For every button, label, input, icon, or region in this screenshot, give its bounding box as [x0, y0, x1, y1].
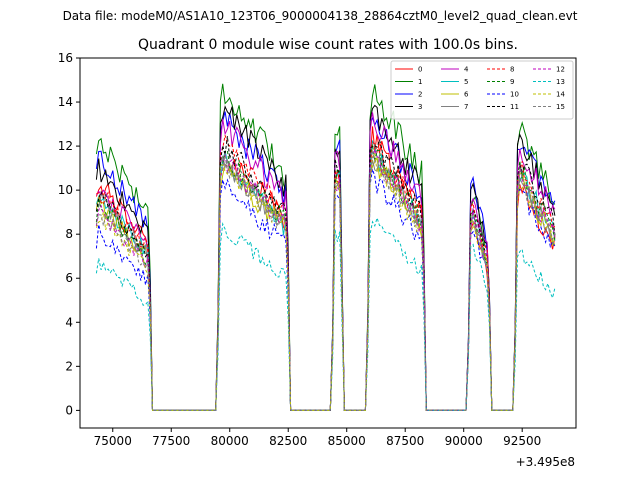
legend-label: 8 — [510, 66, 514, 74]
legend-label: 12 — [556, 66, 565, 74]
y-tick-label: 16 — [58, 51, 73, 65]
legend-label: 15 — [556, 103, 565, 111]
legend-label: 0 — [418, 66, 422, 74]
legend-box — [390, 60, 574, 120]
legend-label: 5 — [464, 78, 468, 86]
y-tick-label: 14 — [58, 95, 73, 109]
x-offset-label: +3.495e8 — [516, 455, 575, 469]
y-tick-label: 10 — [58, 183, 73, 197]
y-tick-label: 6 — [65, 271, 73, 285]
x-tick-label: 85000 — [328, 434, 366, 448]
x-tick-label: 92500 — [503, 434, 541, 448]
legend-label: 2 — [418, 91, 422, 99]
legend-label: 7 — [464, 103, 468, 111]
x-tick-label: 90000 — [445, 434, 483, 448]
legend-label: 11 — [510, 103, 519, 111]
legend-label: 14 — [556, 91, 565, 99]
legend-label: 6 — [464, 91, 469, 99]
legend-label: 1 — [418, 78, 422, 86]
x-tick-label: 77500 — [152, 434, 190, 448]
legend-label: 9 — [510, 78, 514, 86]
y-tick-label: 2 — [65, 359, 73, 373]
legend-label: 10 — [510, 91, 519, 99]
y-tick-label: 4 — [65, 315, 73, 329]
y-tick-label: 0 — [65, 403, 73, 417]
series-line-15 — [95, 150, 556, 411]
x-tick-label: 82500 — [269, 434, 307, 448]
y-tick-label: 8 — [65, 227, 73, 241]
plot-lines — [95, 83, 556, 411]
y-axis: 0 2 4 6 8 10 12 14 16 — [58, 51, 80, 417]
series-line-14 — [95, 152, 555, 411]
x-tick-label: 87500 — [386, 434, 424, 448]
x-axis: 75000 77500 80000 82500 85000 87500 90000 92500 — [94, 428, 541, 448]
chart-title: Quadrant 0 module wise count rates with … — [138, 37, 518, 53]
legend-label: 3 — [418, 103, 422, 111]
y-tick-label: 12 — [58, 139, 73, 153]
legend-label: 13 — [556, 78, 565, 86]
x-tick-label: 80000 — [211, 434, 249, 448]
chart-suptitle: Data file: modeM0/AS1A10_123T06_90000041… — [63, 9, 578, 23]
legend-label: 4 — [464, 66, 469, 74]
x-tick-label: 75000 — [94, 434, 132, 448]
axes-frame — [79, 57, 577, 429]
